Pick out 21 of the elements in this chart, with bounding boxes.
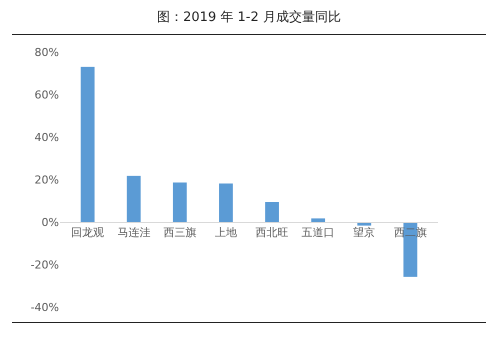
y-tick-label: -20% [30,258,59,272]
x-tick-label: 回龙观 [71,226,104,240]
bar [172,182,187,222]
y-tick-label: 60% [34,88,59,102]
bar [126,176,141,222]
x-tick-label: 五道口 [302,226,335,240]
x-tick-label: 西三旗 [163,226,196,240]
bar [219,184,233,222]
bar [265,202,279,222]
x-tick-label: 马连洼 [117,226,150,240]
bar [311,218,326,222]
y-tick-label: -40% [30,300,59,314]
bar [80,66,95,222]
y-tick-label: 20% [34,173,59,186]
y-tick-label: 40% [34,130,59,144]
y-tick-label: 0% [42,216,59,229]
y-tick-label: 80% [34,46,59,59]
x-tick-label: 西北旺 [256,226,289,240]
chart-title: 图：2019 年 1-2 月成交量同比 [156,9,342,26]
x-tick-label: 上地 [214,226,237,240]
x-tick-label: 望京 [353,226,376,240]
